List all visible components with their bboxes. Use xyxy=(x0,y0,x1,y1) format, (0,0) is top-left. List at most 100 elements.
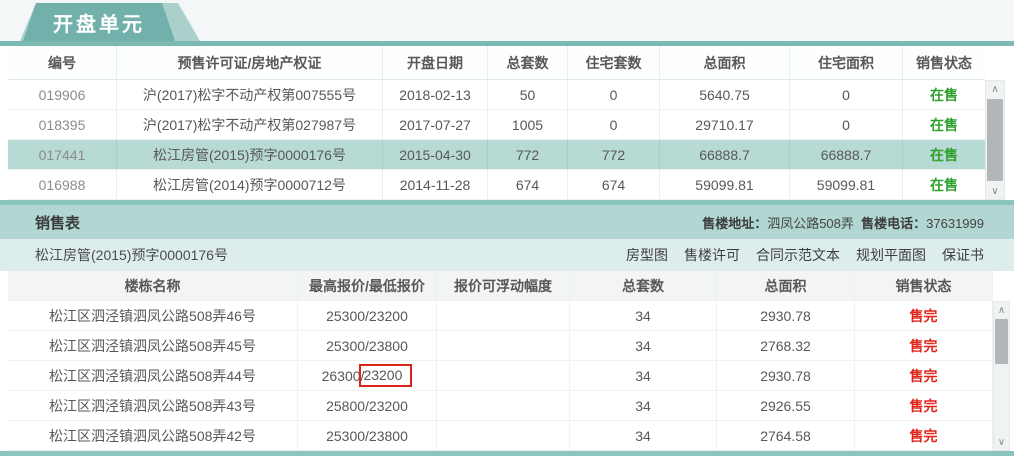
unit-res-area: 0 xyxy=(790,80,903,109)
status-badge: 在售 xyxy=(930,116,958,133)
unit-cert: 沪(2017)松字不动产权第007555号 xyxy=(117,80,383,109)
building-float xyxy=(437,421,570,450)
building-float xyxy=(437,361,570,390)
unit-total-area: 29710.17 xyxy=(660,110,790,139)
building-area: 2926.55 xyxy=(717,391,855,420)
scroll-up-icon[interactable]: ∧ xyxy=(986,81,1004,97)
sales-phone: 37631999 xyxy=(926,215,984,231)
column-header-res-area: 住宅面积 xyxy=(790,46,903,79)
unit-total-units: 772 xyxy=(488,140,568,169)
sales-phone-label: 售楼电话： xyxy=(861,215,927,231)
building-units: 34 xyxy=(570,391,717,420)
section-divider xyxy=(0,200,1014,205)
building-units: 34 xyxy=(570,331,717,360)
scrollbar-thumb[interactable] xyxy=(995,319,1008,364)
permit-row: 松江房管(2015)预字0000176号 房型图 售楼许可 合同示范文本 规划平… xyxy=(0,239,1014,271)
header-divider xyxy=(0,41,1014,46)
unit-cert: 松江房管(2014)预字0000712号 xyxy=(117,170,383,199)
unit-res-units: 0 xyxy=(568,110,660,139)
status-badge: 在售 xyxy=(930,86,958,103)
tab-strip: 开盘单元 xyxy=(0,0,1014,46)
unit-cert: 沪(2017)松字不动产权第027987号 xyxy=(117,110,383,139)
table-row[interactable]: 松江区泗泾镇泗凤公路508弄44号 26300/23200 34 2930.78… xyxy=(8,361,993,391)
unit-res-area: 0 xyxy=(790,110,903,139)
building-area: 2764.58 xyxy=(717,421,855,450)
building-name: 松江区泗泾镇泗凤公路508弄42号 xyxy=(8,421,298,450)
table-row[interactable]: 019906 沪(2017)松字不动产权第007555号 2018-02-13 … xyxy=(8,80,985,110)
units-table-header: 编号 预售许可证/房地产权证 开盘日期 总套数 住宅套数 总面积 住宅面积 销售… xyxy=(8,46,985,80)
unit-date: 2017-07-27 xyxy=(383,110,488,139)
table-row[interactable]: 松江区泗泾镇泗凤公路508弄46号 25300/23200 34 2930.78… xyxy=(8,301,993,331)
scroll-down-icon[interactable]: ∨ xyxy=(986,183,1004,199)
building-area: 2768.32 xyxy=(717,331,855,360)
section-title: 销售表 xyxy=(35,214,81,232)
column-header-cert: 预售许可证/房地产权证 xyxy=(117,46,383,79)
column-header-units: 总套数 xyxy=(570,271,717,300)
document-links: 房型图 售楼许可 合同示范文本 规划平面图 保证书 xyxy=(626,245,984,265)
permit-number: 松江房管(2015)预字0000176号 xyxy=(35,247,228,263)
buildings-table: 楼栋名称 最高报价/最低报价 报价可浮动幅度 总套数 总面积 销售状态 松江区泗… xyxy=(8,271,993,451)
unit-res-area: 59099.81 xyxy=(790,170,903,199)
building-area: 2930.78 xyxy=(717,361,855,390)
column-header-status: 销售状态 xyxy=(855,271,993,300)
status-badge: 在售 xyxy=(930,146,958,163)
building-area: 2930.78 xyxy=(717,301,855,330)
column-header-total-area: 总面积 xyxy=(660,46,790,79)
building-price-prefix: 26300/ xyxy=(321,367,365,384)
table-row[interactable]: 松江区泗泾镇泗凤公路508弄42号 25300/23800 34 2764.58… xyxy=(8,421,993,451)
table-row[interactable]: 松江区泗泾镇泗凤公路508弄43号 25800/23200 34 2926.55… xyxy=(8,391,993,421)
column-header-building: 楼栋名称 xyxy=(8,271,298,300)
scrollbar-thumb[interactable] xyxy=(987,99,1003,181)
building-name: 松江区泗泾镇泗凤公路508弄46号 xyxy=(8,301,298,330)
column-header-area: 总面积 xyxy=(717,271,855,300)
building-price: 25300/23200 xyxy=(298,301,437,330)
scroll-up-icon[interactable]: ∧ xyxy=(994,302,1009,318)
link-sales-permit[interactable]: 售楼许可 xyxy=(684,247,740,263)
status-badge: 售完 xyxy=(855,421,993,450)
building-units: 34 xyxy=(570,361,717,390)
status-badge: 售完 xyxy=(855,301,993,330)
table-row[interactable]: 016988 松江房管(2014)预字0000712号 2014-11-28 6… xyxy=(8,170,985,200)
price-annotation-box: 23200 xyxy=(359,364,413,387)
unit-total-area: 66888.7 xyxy=(660,140,790,169)
link-guarantee[interactable]: 保证书 xyxy=(942,247,984,263)
unit-cert: 松江房管(2015)预字0000176号 xyxy=(117,140,383,169)
unit-id: 017441 xyxy=(8,140,117,169)
building-name: 松江区泗泾镇泗凤公路508弄44号 xyxy=(8,361,298,390)
link-planning-map[interactable]: 规划平面图 xyxy=(856,247,926,263)
building-price: 25800/23200 xyxy=(298,391,437,420)
sales-contact: 售楼地址：泗凤公路508弄 售楼电话：37631999 xyxy=(702,213,984,232)
unit-res-units: 772 xyxy=(568,140,660,169)
building-float xyxy=(437,391,570,420)
unit-id: 016988 xyxy=(8,170,117,199)
tab-opening-units[interactable]: 开盘单元 xyxy=(23,3,175,41)
building-name: 松江区泗泾镇泗凤公路508弄45号 xyxy=(8,331,298,360)
building-price: 25300/23800 xyxy=(298,421,437,450)
building-price: 25300/23800 xyxy=(298,331,437,360)
sales-section-header: 销售表 售楼地址：泗凤公路508弄 售楼电话：37631999 xyxy=(0,205,1014,239)
sales-address-label: 售楼地址： xyxy=(702,215,768,231)
units-table: 编号 预售许可证/房地产权证 开盘日期 总套数 住宅套数 总面积 住宅面积 销售… xyxy=(8,46,985,200)
sales-address: 泗凤公路508弄 xyxy=(767,215,854,231)
buildings-table-scrollbar[interactable]: ∧ ∨ xyxy=(993,301,1010,451)
table-row[interactable]: 018395 沪(2017)松字不动产权第027987号 2017-07-27 … xyxy=(8,110,985,140)
scroll-down-icon[interactable]: ∨ xyxy=(994,434,1009,450)
column-header-res-units: 住宅套数 xyxy=(568,46,660,79)
unit-date: 2014-11-28 xyxy=(383,170,488,199)
column-header-float: 报价可浮动幅度 xyxy=(437,271,570,300)
unit-date: 2018-02-13 xyxy=(383,80,488,109)
building-name: 松江区泗泾镇泗凤公路508弄43号 xyxy=(8,391,298,420)
unit-total-units: 1005 xyxy=(488,110,568,139)
link-floorplan[interactable]: 房型图 xyxy=(626,247,668,263)
link-contract-sample[interactable]: 合同示范文本 xyxy=(756,247,840,263)
unit-total-units: 50 xyxy=(488,80,568,109)
column-header-total-units: 总套数 xyxy=(488,46,568,79)
unit-res-units: 0 xyxy=(568,80,660,109)
table-row-selected[interactable]: 017441 松江房管(2015)预字0000176号 2015-04-30 7… xyxy=(8,140,985,170)
unit-total-units: 674 xyxy=(488,170,568,199)
bottom-divider xyxy=(0,451,1014,456)
table-row[interactable]: 松江区泗泾镇泗凤公路508弄45号 25300/23800 34 2768.32… xyxy=(8,331,993,361)
units-table-scrollbar[interactable]: ∧ ∨ xyxy=(985,80,1005,200)
unit-res-units: 674 xyxy=(568,170,660,199)
